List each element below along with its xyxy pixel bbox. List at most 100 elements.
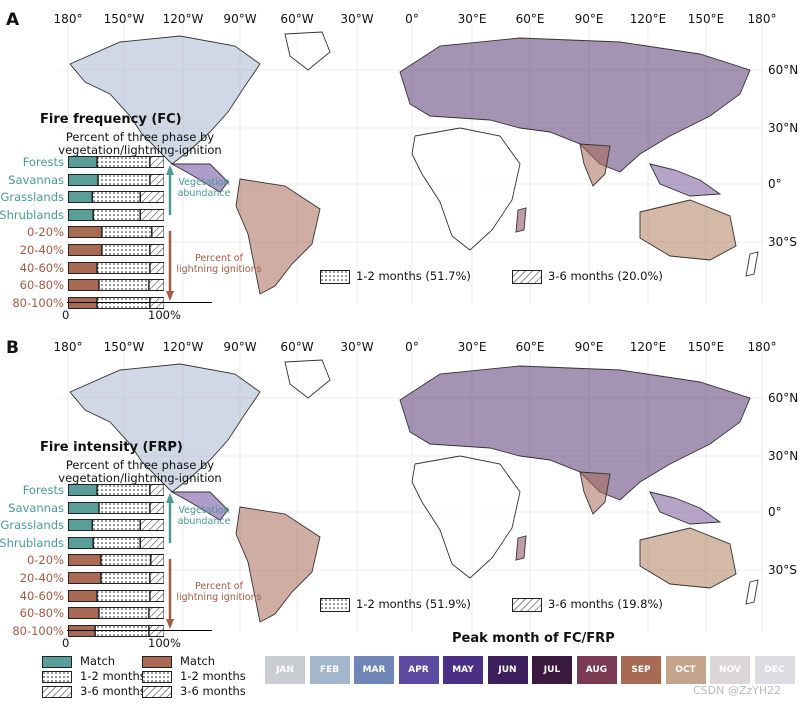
one-two-segment	[101, 244, 151, 256]
match-segment	[68, 536, 94, 549]
x-axis-line	[67, 630, 212, 631]
match-segment	[68, 554, 102, 567]
three-six-segment	[149, 501, 164, 514]
continent	[284, 31, 331, 71]
phase-row: 0-20%	[0, 553, 212, 567]
longitude-label: 60°W	[280, 12, 314, 26]
longitude-label: 60°W	[280, 340, 314, 354]
latitude-label: 30°N	[768, 449, 799, 463]
match-swatch	[42, 655, 72, 668]
one-two-segment	[100, 572, 151, 584]
continent	[649, 163, 722, 197]
row-label: Shrublands	[0, 535, 64, 550]
phase-row: Grasslands	[0, 190, 212, 204]
continent	[399, 365, 751, 501]
continent	[515, 535, 527, 561]
continent	[639, 199, 737, 261]
legend-three-six-label: 3-6 months (19.8%)	[548, 597, 663, 611]
continent	[69, 363, 261, 493]
longitude-label: 120°W	[162, 340, 204, 354]
continent	[235, 178, 321, 295]
three-six-segment	[149, 572, 164, 584]
longitude-label: 90°E	[574, 12, 604, 26]
three-six-segment	[140, 191, 164, 204]
match-segment	[68, 501, 100, 514]
three-six-segment	[149, 589, 164, 602]
match-segment	[68, 226, 103, 239]
legend-item: 3-6 months	[42, 684, 146, 699]
phase-bar	[68, 607, 164, 620]
continent	[170, 163, 229, 193]
continent	[69, 35, 261, 165]
month-swatch: AUG	[576, 656, 617, 684]
three-six-segment	[151, 226, 164, 239]
longitude-label: 180°	[53, 340, 83, 354]
legend-label: Match	[180, 654, 216, 668]
row-label: 80-100%	[12, 623, 64, 638]
legend-label: 1-2 months	[80, 669, 146, 683]
continent	[284, 359, 331, 399]
month-legend-title: Peak month of FC/FRP	[452, 631, 615, 646]
panel-a: A 180° 150°W 120°W 90°W 60°W 30°W 0° 30°E 60°E 90…	[0, 0, 812, 325]
phase-bar	[68, 191, 164, 204]
month-swatch: MAR	[354, 656, 394, 684]
three-six-segment	[150, 554, 164, 567]
longitude-label: 60°E	[515, 12, 545, 26]
month-swatch: MAY	[443, 656, 483, 684]
row-label: Savannas	[8, 172, 64, 187]
phase-row: Grasslands	[0, 518, 212, 532]
legend-one-two: 1-2 months (51.9%)	[320, 597, 471, 612]
phase-bar	[68, 156, 164, 168]
month-swatch: JUN	[487, 656, 528, 684]
phase-row: 0-20%	[0, 225, 212, 239]
row-label: Grasslands	[0, 518, 65, 533]
continent	[411, 127, 521, 251]
phase-row: Forests	[0, 483, 212, 497]
latitude-label: 0°	[768, 177, 782, 191]
one-two-segment	[92, 191, 141, 204]
month-swatch: OCT	[665, 656, 706, 684]
legend-three-six: 3-6 months (19.8%)	[512, 597, 663, 612]
longitude-label: 150°E	[687, 340, 725, 354]
watermark: CSDN @ZzYH22	[693, 684, 782, 697]
month-swatch: JAN	[265, 656, 305, 684]
three-six-segment	[140, 519, 164, 532]
three-six-segment	[140, 536, 164, 549]
x-tick-0: 0	[62, 636, 70, 650]
row-label: 0-20%	[26, 553, 64, 568]
one-two-segment	[96, 261, 151, 274]
match-segment	[68, 572, 102, 584]
one-two-segment	[97, 173, 151, 186]
legend-three-six-label: 3-6 months (20.0%)	[548, 269, 663, 283]
lightning-note: Percent of lightning ignitions	[176, 581, 262, 603]
phase-bar	[68, 501, 164, 514]
vegetation-note: Vegetation abundance	[177, 177, 231, 199]
legend-item: 3-6 months	[142, 684, 246, 699]
month-swatch: DEC	[754, 656, 795, 684]
row-label: 80-100%	[12, 295, 64, 310]
longitude-label: 150°W	[103, 340, 145, 354]
match-segment	[68, 173, 99, 186]
legend-item: 1-2 months	[42, 669, 146, 684]
world-map	[60, 352, 765, 632]
longitude-label: 90°E	[574, 340, 604, 354]
lightning-note: Percent of lightning ignitions	[176, 253, 262, 275]
longitude-label: 60°E	[515, 340, 545, 354]
longitude-label: 0°	[405, 340, 419, 354]
month-swatch: SEP	[621, 656, 661, 684]
phase-bar	[68, 244, 164, 256]
phase-bar	[68, 279, 164, 292]
row-label: 40-60%	[19, 588, 64, 603]
row-label: Shrublands	[0, 207, 64, 222]
longitude-label: 90°W	[223, 12, 257, 26]
row-label: 20-40%	[19, 243, 64, 257]
one-two-segment	[98, 279, 150, 292]
one-two-segment	[100, 554, 152, 567]
x-axis-line	[67, 302, 212, 303]
longitude-label: 180°	[747, 12, 777, 26]
three-six-segment	[149, 173, 164, 186]
longitude-label: 0°	[405, 12, 419, 26]
one-two-segment	[96, 589, 151, 602]
continent	[579, 143, 611, 187]
phase-bar	[68, 173, 164, 186]
